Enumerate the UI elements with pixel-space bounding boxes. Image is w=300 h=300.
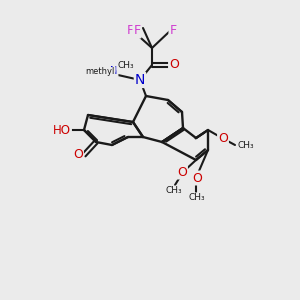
Text: O: O <box>169 58 179 71</box>
Text: N: N <box>135 73 145 87</box>
Text: F: F <box>134 25 141 38</box>
Text: O: O <box>177 166 187 178</box>
Text: F: F <box>169 23 177 37</box>
Text: methyl: methyl <box>85 68 115 76</box>
Text: CH₃: CH₃ <box>189 193 205 202</box>
Text: CH₃: CH₃ <box>117 61 134 70</box>
Text: CH₃: CH₃ <box>238 140 255 149</box>
Text: O: O <box>218 131 228 145</box>
Text: CH₃: CH₃ <box>166 186 182 195</box>
Text: O: O <box>73 148 83 160</box>
Text: HO: HO <box>53 124 71 136</box>
Text: N: N <box>110 66 118 76</box>
Text: F: F <box>126 23 134 37</box>
Text: O: O <box>192 172 202 184</box>
